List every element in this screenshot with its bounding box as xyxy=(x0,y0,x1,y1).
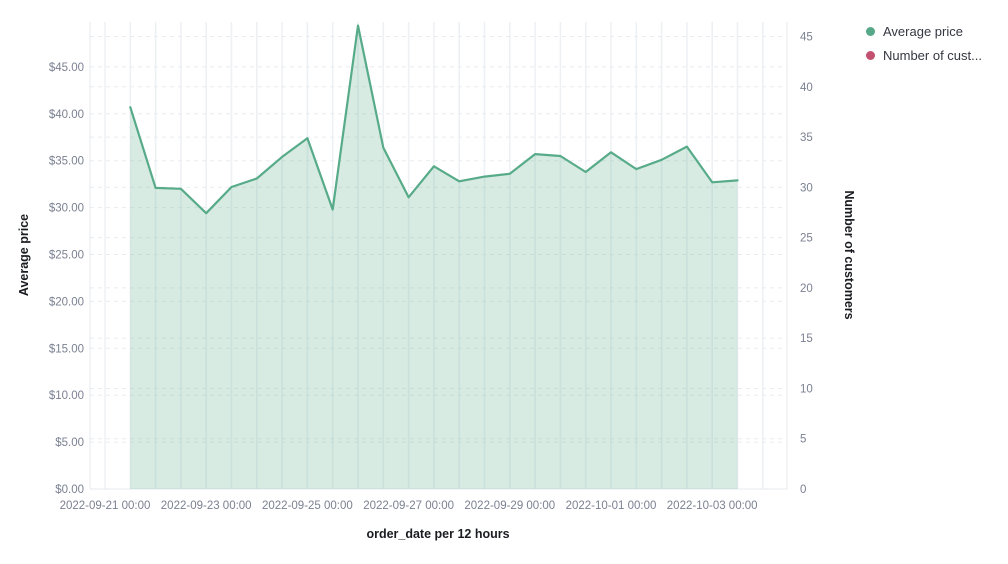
y-tick-label-right: 20 xyxy=(800,283,813,295)
legend: Average price Number of cust... xyxy=(866,24,982,63)
x-axis-title: order_date per 12 hours xyxy=(366,527,510,541)
y-tick-label-left: $15.00 xyxy=(49,343,84,355)
x-tick-label: 2022-09-25 00:00 xyxy=(262,500,353,512)
y-tick-label-left: $40.00 xyxy=(49,109,84,121)
y-tick-label-left: $10.00 xyxy=(49,390,84,402)
y-tick-label-right: 25 xyxy=(800,233,813,245)
area-fill xyxy=(130,25,738,489)
left-axis-title: Average price xyxy=(17,213,31,297)
y-tick-label-right: 35 xyxy=(800,132,813,144)
y-tick-label-left: $35.00 xyxy=(49,156,84,168)
x-tick-label: 2022-09-27 00:00 xyxy=(363,500,454,512)
x-tick-label: 2022-10-01 00:00 xyxy=(566,500,657,512)
y-tick-label-left: $45.00 xyxy=(49,62,84,74)
legend-item-average-price[interactable]: Average price xyxy=(866,24,982,39)
legend-item-number-of-customers[interactable]: Number of cust... xyxy=(866,48,982,63)
x-tick-label: 2022-09-29 00:00 xyxy=(464,500,555,512)
y-tick-label-right: 10 xyxy=(800,383,813,395)
legend-label-average-price: Average price xyxy=(883,24,963,39)
y-tick-label-right: 15 xyxy=(800,333,813,345)
right-axis-title: Number of customers xyxy=(842,190,856,320)
y-tick-label-left: $25.00 xyxy=(49,250,84,262)
legend-label-number-of-customers: Number of cust... xyxy=(883,48,982,63)
area-line xyxy=(129,24,739,215)
y-tick-label-right: 0 xyxy=(800,484,806,496)
legend-swatch-average-price-icon xyxy=(866,27,875,36)
y-tick-label-left: $0.00 xyxy=(55,484,84,496)
x-tick-label: 2022-09-23 00:00 xyxy=(161,500,252,512)
x-tick-label: 2022-09-21 00:00 xyxy=(60,500,151,512)
y-tick-label-right: 45 xyxy=(800,32,813,44)
legend-swatch-number-of-customers-icon xyxy=(866,51,875,60)
y-tick-label-left: $20.00 xyxy=(49,296,84,308)
y-tick-label-right: 40 xyxy=(800,82,813,94)
y-tick-label-left: $30.00 xyxy=(49,203,84,215)
y-tick-label-right: 30 xyxy=(800,182,813,194)
y-tick-label-right: 5 xyxy=(800,434,806,446)
x-tick-label: 2022-10-03 00:00 xyxy=(667,500,758,512)
y-tick-label-left: $5.00 xyxy=(55,437,84,449)
